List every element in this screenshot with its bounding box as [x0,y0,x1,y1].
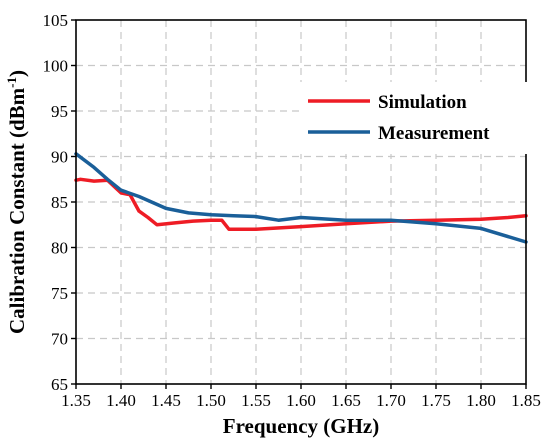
y-axis-title: Calibration Constant (dBm-1) [4,70,29,334]
y-tick-label: 65 [51,375,68,394]
legend-label-measurement: Measurement [378,123,490,144]
x-tick-label: 1.55 [241,391,271,410]
y-tick-label: 80 [51,239,68,258]
x-tick-label: 1.75 [421,391,451,410]
x-tick-label: 1.50 [196,391,226,410]
series-layer [74,152,528,244]
x-tick-label: 1.80 [466,391,496,410]
x-tick-label: 1.45 [151,391,181,410]
y-tick-label: 70 [51,330,68,349]
y-tick-labels: 65 70 75 80 85 90 95 100 105 [43,11,69,394]
tick-marks [71,19,527,389]
legend-box [300,82,528,154]
x-tick-label: 1.60 [286,391,316,410]
y-tick-label: 85 [51,193,68,212]
y-tick-label: 75 [51,284,68,303]
y-axis-title-close: ) [5,70,29,77]
y-axis-title-superscript: -1 [4,77,19,88]
legend: Simulation Measurement [300,82,528,154]
x-tick-label: 1.40 [106,391,136,410]
x-axis-title: Frequency (GHz) [223,414,380,438]
grid-lines [76,20,526,384]
y-tick-label: 95 [51,102,68,121]
x-tick-label: 1.65 [331,391,361,410]
y-axis-title-main: Calibration Constant (dBm [5,87,29,334]
legend-label-simulation: Simulation [378,92,467,113]
y-tick-label: 90 [51,148,68,167]
y-tick-label: 105 [43,11,69,30]
x-tick-label: 1.85 [511,391,541,410]
x-tick-label: 1.70 [376,391,406,410]
y-tick-label: 100 [43,57,69,76]
x-tick-labels: 1.35 1.40 1.45 1.50 1.55 1.60 1.65 1.70 1.75 1.80… [61,391,541,410]
x-tick-label: 1.35 [61,391,91,410]
series-line-measurement [74,152,528,244]
